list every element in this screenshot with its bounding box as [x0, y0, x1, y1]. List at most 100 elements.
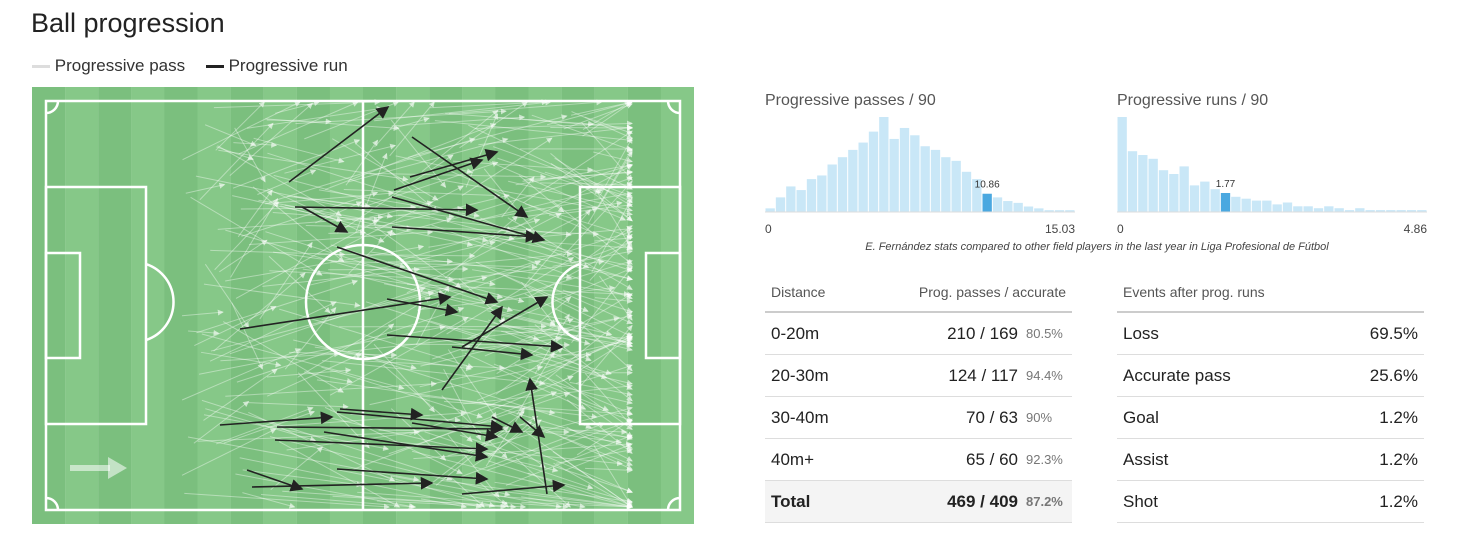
pass — [205, 408, 317, 443]
pass — [515, 162, 633, 186]
x-tick-label: 0 — [1117, 222, 1124, 236]
pass — [357, 491, 569, 510]
pass — [284, 143, 397, 174]
pass — [363, 355, 592, 429]
pass — [496, 293, 633, 375]
histogram-bar — [1220, 193, 1231, 212]
pass — [304, 371, 353, 384]
pass — [262, 266, 421, 287]
histogram-bar — [806, 179, 817, 212]
pass — [593, 151, 633, 164]
histogram-bar — [817, 175, 827, 212]
pass — [397, 341, 571, 348]
pass — [391, 114, 526, 127]
pass — [203, 368, 278, 421]
pass — [550, 163, 633, 222]
pass — [464, 241, 633, 282]
pass — [570, 240, 633, 265]
pass — [585, 467, 633, 474]
pass — [487, 310, 633, 345]
pass — [187, 436, 420, 482]
histogram-bar — [796, 190, 806, 212]
header-cell: Distance — [771, 284, 826, 300]
histogram-bar — [1396, 210, 1406, 212]
histogram-bar — [1262, 200, 1272, 212]
pass — [440, 479, 633, 510]
pass — [238, 101, 359, 155]
table-cell: Loss — [1123, 323, 1159, 343]
table-cell: 1.2% — [1379, 407, 1418, 427]
histogram-bar — [1375, 210, 1386, 212]
table-cell: Total — [771, 491, 811, 511]
pass — [297, 372, 370, 449]
pass — [233, 141, 278, 148]
pass — [204, 263, 250, 329]
histogram-bar — [837, 157, 848, 212]
pass — [411, 251, 573, 270]
pass — [199, 122, 274, 201]
histogram-bar — [930, 149, 941, 212]
pass — [475, 120, 633, 130]
pass — [365, 301, 608, 380]
pass — [203, 283, 361, 308]
pass — [561, 336, 633, 382]
pass — [190, 196, 323, 276]
pass — [421, 498, 468, 510]
pass — [571, 111, 633, 139]
pass — [328, 229, 367, 236]
pass — [252, 186, 345, 263]
pass — [559, 435, 633, 466]
pass — [597, 150, 633, 208]
table-row: 30-40m 70 / 63 90% — [765, 397, 1072, 439]
pass — [229, 286, 426, 355]
pass — [445, 112, 633, 131]
pass — [369, 365, 544, 406]
pass — [216, 406, 314, 445]
histogram-bar — [1158, 170, 1169, 212]
histogram-bar — [1303, 206, 1313, 212]
pass — [297, 296, 431, 378]
pass — [293, 339, 417, 371]
pass — [241, 191, 379, 237]
pass — [581, 122, 633, 181]
pass — [429, 177, 633, 217]
pass — [487, 419, 633, 471]
pass — [514, 363, 633, 415]
table-cell: Accurate pass — [1123, 365, 1231, 385]
stripe — [561, 87, 595, 524]
pass — [390, 475, 562, 510]
histogram-bar — [1200, 181, 1210, 212]
pass — [501, 330, 540, 342]
pass — [363, 360, 506, 371]
pass — [229, 102, 314, 176]
player-value-label: 1.77 — [1216, 179, 1236, 190]
stripe — [131, 87, 165, 524]
pass — [246, 106, 383, 129]
pass — [547, 100, 633, 126]
pass — [374, 101, 415, 148]
pass — [201, 333, 405, 391]
player-value-label: 10.86 — [975, 180, 1000, 191]
pass — [569, 381, 633, 397]
pass — [505, 491, 633, 510]
pass — [451, 163, 633, 220]
pass — [197, 429, 421, 442]
pass — [556, 447, 633, 464]
stripe — [594, 87, 628, 524]
pass — [505, 434, 633, 486]
histogram-bar — [1251, 200, 1262, 212]
pass — [563, 102, 633, 130]
pass — [399, 218, 541, 261]
pass — [217, 214, 384, 230]
legend-label: Progressive pass — [54, 56, 186, 75]
pass — [345, 139, 379, 186]
pass — [447, 434, 500, 498]
pass — [421, 109, 499, 172]
histogram-bar — [1293, 206, 1303, 212]
pass — [508, 180, 633, 213]
pass — [225, 380, 438, 397]
pass — [268, 255, 331, 314]
pass — [280, 205, 397, 237]
table-header: Events after prog. runs — [1117, 273, 1424, 313]
pass — [591, 197, 633, 273]
